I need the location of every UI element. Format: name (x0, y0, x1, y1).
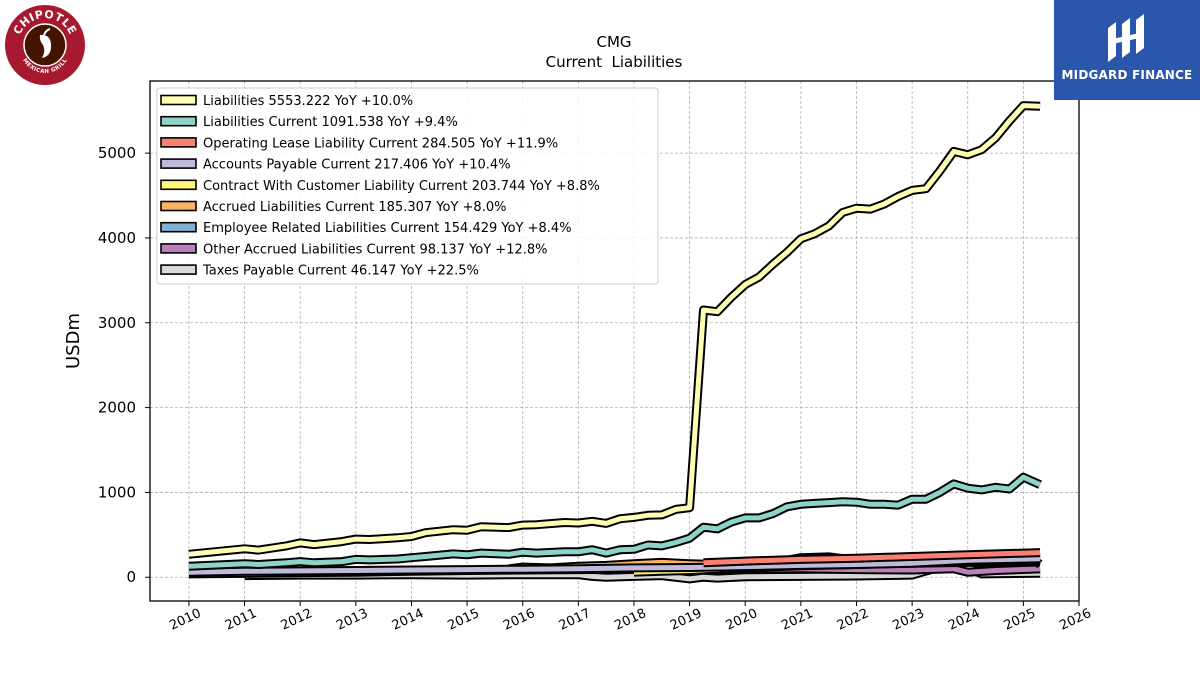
series-layer (188, 101, 1043, 584)
legend-item: Accrued Liabilities Current 185.307 YoY … (160, 200, 506, 215)
series-operating-lease-liability-current (703, 548, 1041, 568)
x-tick-label: 2023 (890, 606, 926, 634)
series-line (188, 474, 1042, 569)
x-tick-label: 2013 (334, 606, 370, 634)
y-tick-label: 2000 (98, 399, 136, 417)
series-line (703, 550, 1041, 566)
legend-swatch (160, 179, 197, 191)
y-axis-label: USDm (63, 313, 84, 369)
series-line (188, 556, 1041, 575)
legend-swatch (160, 200, 197, 212)
chipotle-logo: CHIPOTLE MEXICAN GRILL (4, 4, 86, 86)
series-line (188, 103, 1041, 557)
x-tick-label: 2021 (779, 606, 815, 634)
midgard-finance-logo: MIDGARD FINANCE (1054, 0, 1200, 100)
x-tick-label: 2018 (612, 606, 648, 634)
legend-item: Taxes Payable Current 46.147 YoY +22.5% (160, 264, 479, 279)
midgard-logo-text: MIDGARD FINANCE (1061, 68, 1193, 82)
y-tick-label: 4000 (98, 229, 136, 247)
chart-title: CMG (596, 33, 631, 51)
x-tick-label: 2026 (1057, 606, 1093, 634)
legend-box (156, 87, 659, 285)
x-tick-label: 2010 (167, 606, 203, 634)
x-tick-label: 2012 (279, 606, 315, 634)
y-tick-label: 1000 (98, 483, 136, 501)
chipotle-pepper-icon: CHIPOTLE MEXICAN GRILL (5, 5, 85, 85)
plot-frame (149, 80, 1080, 602)
series-liabilities-current (188, 472, 1042, 571)
legend-swatch (160, 243, 197, 254)
x-tick-label: 2020 (724, 606, 760, 634)
legend-label: Employee Related Liabilities Current 154… (203, 221, 572, 236)
x-tick-label: 2019 (668, 606, 704, 634)
chart-subtitle: Current Liabilities (546, 53, 683, 71)
legend-item: Liabilities Current 1091.538 YoY +9.4% (160, 115, 458, 130)
legend-label: Liabilities 5553.222 YoY +10.0% (203, 94, 413, 109)
legend-label: Operating Lease Liability Current 284.50… (203, 136, 558, 151)
x-tick-label: 2017 (557, 606, 593, 634)
y-tick-label: 5000 (98, 144, 136, 162)
legend-swatch (160, 158, 197, 169)
series-accounts-payable-current (188, 554, 1041, 577)
legend-swatch (160, 115, 197, 127)
midgard-mark-icon (1108, 14, 1144, 62)
x-tick-label: 2014 (390, 606, 426, 634)
legend-item: Contract With Customer Liability Current… (160, 179, 600, 194)
legend-swatch (160, 94, 197, 106)
legend-item: Operating Lease Liability Current 284.50… (160, 136, 558, 151)
legend-label: Accrued Liabilities Current 185.307 YoY … (203, 200, 506, 215)
legend-item: Employee Related Liabilities Current 154… (160, 221, 572, 236)
legend-label: Accounts Payable Current 217.406 YoY +10… (203, 158, 511, 173)
y-tick-label: 3000 (98, 314, 136, 332)
legend-swatch (160, 264, 197, 275)
x-tick-label: 2022 (835, 606, 871, 634)
x-tick-label: 2024 (946, 606, 982, 634)
x-tick-label: 2016 (501, 606, 537, 634)
x-tick-label: 2025 (1002, 606, 1038, 634)
series-liabilities (188, 101, 1041, 559)
legend-item: Other Accrued Liabilities Current 98.137… (160, 242, 548, 257)
legend-label: Taxes Payable Current 46.147 YoY +22.5% (202, 264, 479, 279)
legend-item: Accounts Payable Current 217.406 YoY +10… (160, 158, 511, 173)
legend-label: Liabilities Current 1091.538 YoY +9.4% (203, 115, 458, 130)
x-tick-label: 2011 (223, 606, 259, 634)
legend-item: Liabilities 5553.222 YoY +10.0% (160, 94, 413, 109)
legend-label: Other Accrued Liabilities Current 98.137… (203, 242, 548, 257)
legend-label: Contract With Customer Liability Current… (203, 179, 600, 194)
y-tick-label: 0 (126, 568, 136, 586)
x-tick-label: 2015 (445, 606, 481, 634)
legend-swatch (160, 221, 197, 233)
legend-swatch (160, 137, 197, 148)
legend: Liabilities 5553.222 YoY +10.0% Liabiliti… (156, 87, 659, 285)
